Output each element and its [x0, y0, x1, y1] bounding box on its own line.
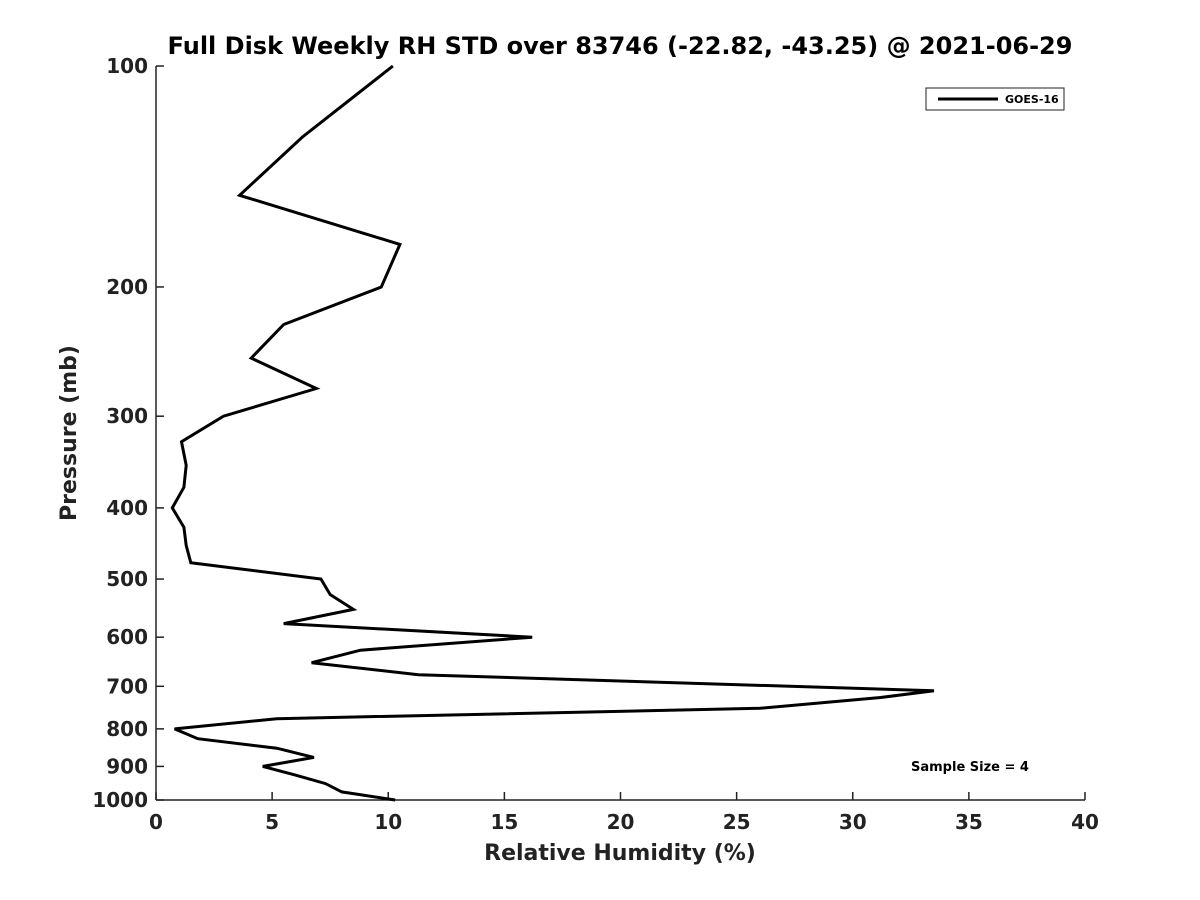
y-tick-label: 600 — [106, 625, 148, 649]
chart-title: Full Disk Weekly RH STD over 83746 (-22.… — [168, 32, 1073, 60]
y-tick-label: 400 — [106, 496, 148, 520]
y-tick-label: 200 — [106, 275, 148, 299]
x-tick-label: 20 — [607, 810, 635, 834]
x-tick-label: 15 — [490, 810, 518, 834]
x-tick-label: 0 — [149, 810, 163, 834]
y-tick-label: 700 — [106, 674, 148, 698]
x-axis-label: Relative Humidity (%) — [484, 841, 756, 866]
y-tick-label: 300 — [106, 404, 148, 428]
x-tick-label: 40 — [1071, 810, 1099, 834]
x-tick-label: 25 — [723, 810, 751, 834]
x-tick-label: 10 — [374, 810, 402, 834]
y-tick-label: 500 — [106, 567, 148, 591]
sample-size-annotation: Sample Size = 4 — [911, 760, 1029, 775]
x-tick-label: 5 — [265, 810, 279, 834]
x-tick-label: 30 — [839, 810, 867, 834]
y-tick-label: 900 — [106, 754, 148, 778]
legend-label: GOES-16 — [1005, 93, 1059, 106]
legend: GOES-16 — [925, 87, 1065, 111]
x-ticks: 0 5 10 15 20 25 30 35 40 — [149, 792, 1099, 834]
axes — [155, 66, 1085, 801]
series-line-goes-16 — [170, 64, 935, 802]
y-tick-label: 100 — [106, 54, 148, 78]
x-tick-label: 35 — [955, 810, 983, 834]
y-ticks: 100 200 300 400 500 600 700 800 900 1000 — [92, 54, 164, 812]
y-tick-label: 800 — [106, 717, 148, 741]
y-tick-label: 1000 — [92, 788, 148, 812]
y-axis-label: Pressure (mb) — [57, 345, 82, 521]
